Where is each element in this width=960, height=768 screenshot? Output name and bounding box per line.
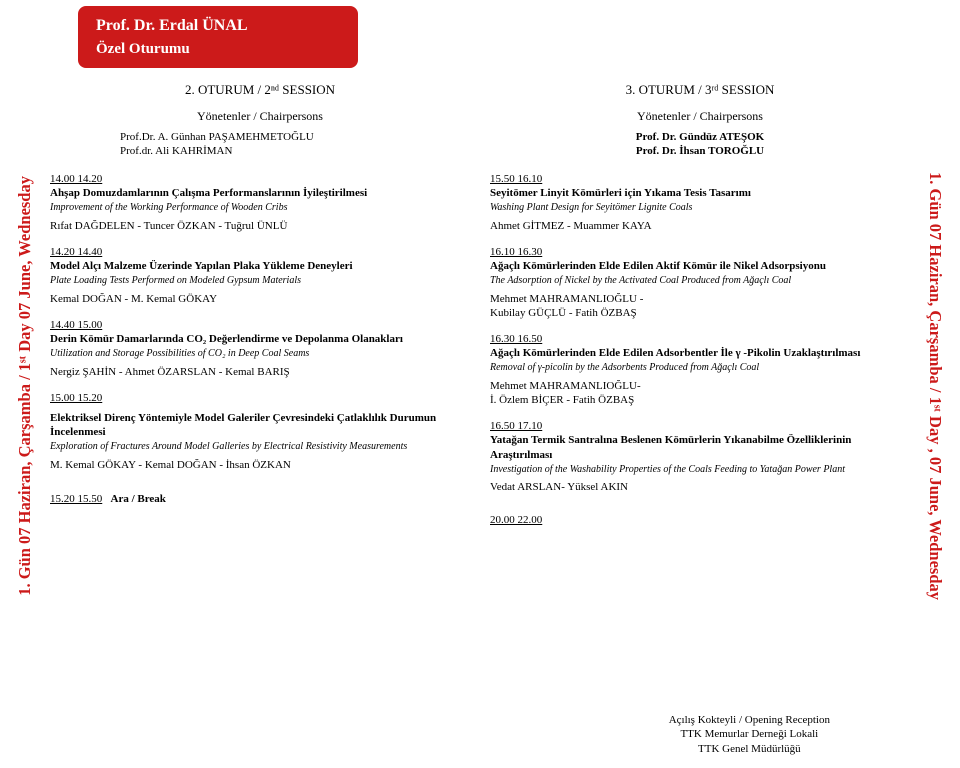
session-3-heading: 3. OTURUM / 3ʳᵈ SESSION [490, 82, 910, 99]
talk-entry: 15.50 16.10 Seyitömer Linyit Kömürleri i… [490, 172, 910, 233]
talk-authors: Nergiz ŞAHİN - Ahmet ÖZARSLAN - Kemal BA… [50, 365, 470, 379]
talk-entry: 14.40 15.00 Derin Kömür Damarlarında CO₂… [50, 318, 470, 379]
talk-title-tr: Ahşap Domuzdamlarının Çalışma Performans… [50, 187, 367, 199]
side-label-left: 1. Gün 07 Haziran, Çarşamba / 1ˢᵗ Day 07… [14, 112, 36, 660]
footer-block: Açılış Kokteyli / Opening Reception TTK … [669, 713, 830, 756]
break-line: 15.20 15.50 Ara / Break [50, 492, 470, 506]
talk-title-en: Investigation of the Washability Propert… [490, 464, 845, 475]
talk-title-en: Improvement of the Working Performance o… [50, 202, 287, 213]
chair-person: Prof.dr. Ali KAHRİMAN [120, 144, 470, 158]
footer-line2: TTK Memurlar Derneği Lokali [669, 727, 830, 741]
talk-title-tr: Ağaçlı Kömürlerinden Elde Edilen Adsorbe… [490, 347, 860, 359]
chair-heading: Yönetenler / Chairpersons [490, 109, 910, 124]
talk-title-en: Washing Plant Design for Seyitömer Ligni… [490, 202, 692, 213]
session-2-column: 2. OTURUM / 2ⁿᵈ SESSION Yönetenler / Cha… [50, 76, 470, 527]
talk-title-en: The Adsorption of Nickel by the Activate… [490, 275, 791, 286]
talk-entry: 16.10 16.30 Ağaçlı Kömürlerinden Elde Ed… [490, 245, 910, 320]
talk-title-en: Removal of γ-picolin by the Adsorbents P… [490, 362, 759, 373]
talk-entry: 16.50 17.10 Yatağan Termik Santralına Be… [490, 419, 910, 494]
talk-entry: 14.00 14.20 Ahşap Domuzdamlarının Çalışm… [50, 172, 470, 233]
footer-line3: TTK Genel Müdürlüğü [669, 742, 830, 756]
talk-authors: M. Kemal GÖKAY - Kemal DOĞAN - İhsan ÖZK… [50, 458, 470, 472]
talk-authors: Rıfat DAĞDELEN - Tuncer ÖZKAN - Tuğrul Ü… [50, 219, 470, 233]
break-label: Ara / Break [111, 493, 166, 505]
chairs-list: Prof.Dr. A. Günhan PAŞAMEHMETOĞLU Prof.d… [120, 130, 470, 158]
evening-time: 20.00 22.00 [490, 514, 542, 526]
talk-entry: 16.30 16.50 Ağaçlı Kömürlerinden Elde Ed… [490, 332, 910, 407]
side-label-right: 1. Gün 07 Haziran, Çarşamba / 1ˢᵗ Day , … [924, 112, 946, 660]
talk-title-en: Exploration of Fractures Around Model Ga… [50, 441, 407, 452]
footer-line1: Açılış Kokteyli / Opening Reception [669, 713, 830, 727]
talk-time: 14.00 14.20 [50, 173, 102, 185]
chair-person: Prof.Dr. A. Günhan PAŞAMEHMETOĞLU [120, 130, 470, 144]
talk-authors: Mehmet MAHRAMANLIOĞLU- İ. Özlem BİÇER - … [490, 379, 910, 407]
talk-title-en: Utilization and Storage Possibilities of… [50, 348, 309, 359]
talk-authors: Kemal DOĞAN - M. Kemal GÖKAY [50, 292, 470, 306]
talk-time: 15.50 16.10 [490, 173, 542, 185]
talk-authors: Ahmet GİTMEZ - Muammer KAYA [490, 219, 910, 233]
talk-entry: 14.20 14.40 Model Alçı Malzeme Üzerinde … [50, 245, 470, 306]
talk-authors: Mehmet MAHRAMANLIOĞLU - Kubilay GÜÇLÜ - … [490, 292, 910, 320]
talk-title-en: Plate Loading Tests Performed on Modeled… [50, 275, 301, 286]
talk-time: 15.00 15.20 [50, 391, 470, 405]
header-line2: Özel Oturumu [96, 41, 358, 58]
talk-time: 16.10 16.30 [490, 246, 542, 258]
talk-time: 14.40 15.00 [50, 319, 102, 331]
talk-time: 14.20 14.40 [50, 246, 102, 258]
session-2-heading: 2. OTURUM / 2ⁿᵈ SESSION [50, 82, 470, 99]
talk-title-tr: Model Alçı Malzeme Üzerinde Yapılan Plak… [50, 260, 353, 272]
talk-title-tr: Seyitömer Linyit Kömürleri için Yıkama T… [490, 187, 751, 199]
talk-time: 16.30 16.50 [490, 333, 542, 345]
talk-time: 16.50 17.10 [490, 420, 542, 432]
talk-authors: Vedat ARSLAN- Yüksel AKIN [490, 480, 910, 494]
talk-entry: 15.00 15.20 Elektriksel Direnç Yöntemiyl… [50, 391, 470, 472]
chairs-list: Prof. Dr. Gündüz ATEŞOK Prof. Dr. İhsan … [490, 130, 910, 158]
header-line1: Prof. Dr. Erdal ÜNAL [96, 17, 358, 35]
talk-title-tr: Elektriksel Direnç Yöntemiyle Model Gale… [50, 412, 436, 438]
chair-person: Prof. Dr. Gündüz ATEŞOK [636, 131, 764, 143]
header-red-tab: Prof. Dr. Erdal ÜNAL Özel Oturumu [78, 6, 358, 68]
talk-title-tr: Yatağan Termik Santralına Beslenen Kömür… [490, 434, 851, 460]
chair-person: Prof. Dr. İhsan TOROĞLU [636, 145, 764, 157]
content-columns: 2. OTURUM / 2ⁿᵈ SESSION Yönetenler / Cha… [50, 76, 910, 527]
talk-title-tr: Derin Kömür Damarlarında CO₂ Değerlendir… [50, 333, 403, 345]
evening-line: 20.00 22.00 [490, 513, 910, 527]
session-3-column: 3. OTURUM / 3ʳᵈ SESSION Yönetenler / Cha… [490, 76, 910, 527]
talk-title-tr: Ağaçlı Kömürlerinden Elde Edilen Aktif K… [490, 260, 826, 272]
break-time: 15.20 15.50 [50, 493, 102, 505]
chair-heading: Yönetenler / Chairpersons [50, 109, 470, 124]
